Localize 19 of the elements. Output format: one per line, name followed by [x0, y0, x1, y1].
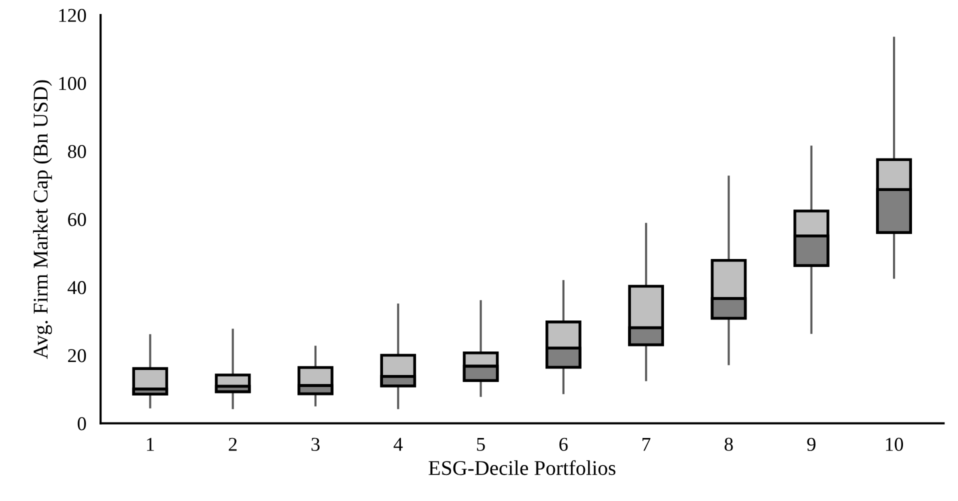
- x-axis-title: ESG-Decile Portfolios: [428, 460, 616, 476]
- x-tick-label: 9: [807, 438, 816, 451]
- x-tick-label: 1: [147, 438, 154, 451]
- x-tick-label: 7: [642, 438, 650, 451]
- x-tick-label: 5: [477, 438, 485, 451]
- y-tick-label: 60: [68, 213, 86, 226]
- y-tick-label: 20: [68, 349, 86, 362]
- y-tick-label: 40: [68, 281, 86, 294]
- y-tick-label: 100: [59, 76, 86, 90]
- x-tick-label: 2: [228, 438, 237, 451]
- x-tick-label: 3: [312, 438, 320, 451]
- y-tick-label: 0: [78, 417, 86, 430]
- y-tick-label: 120: [59, 8, 86, 22]
- x-tick-label: 6: [559, 438, 568, 451]
- x-tick-label: 8: [724, 438, 733, 451]
- y-axis-title: Avg. Firm Market Cap (Bn USD): [33, 80, 52, 359]
- y-tick-label: 80: [68, 144, 86, 158]
- x-tick-label: 10: [886, 438, 904, 451]
- x-tick-label: 4: [394, 438, 403, 451]
